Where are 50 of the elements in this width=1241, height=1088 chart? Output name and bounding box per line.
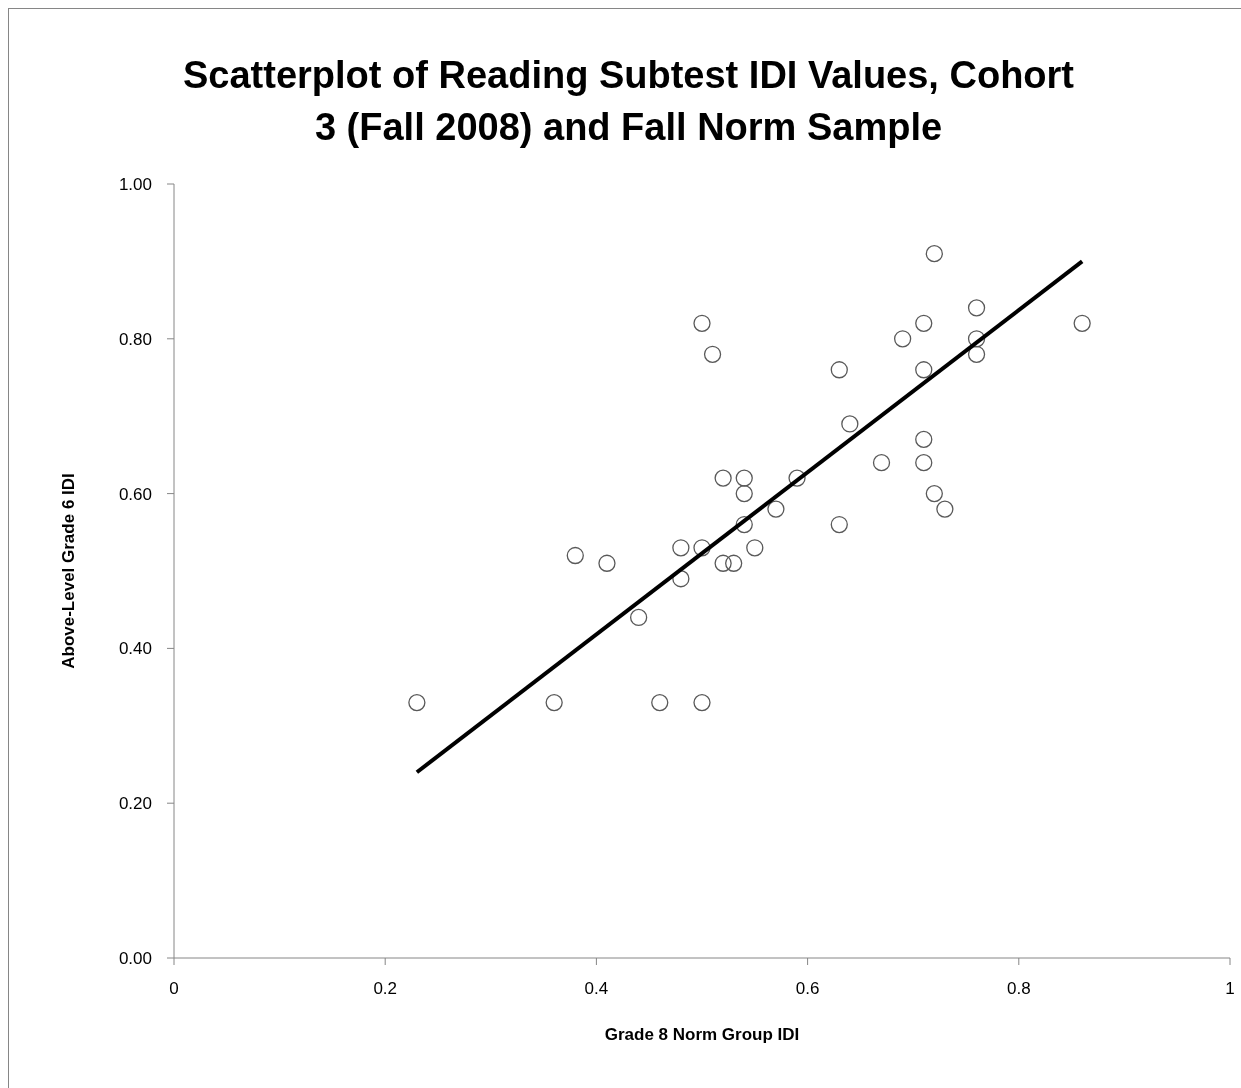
point [714,469,732,487]
point [735,469,753,487]
point [703,345,722,363]
point [915,430,933,449]
y-tick-label: 0.20 [118,794,152,814]
point [651,693,669,712]
point [925,245,943,263]
x-axis-title: Grade 8 Norm Group IDI [604,1025,800,1044]
point [693,693,711,712]
x-tick-label: 0.6 [795,979,820,998]
x-tick-label: 0.4 [584,979,609,998]
y-tick-label: 1.00 [118,174,152,194]
point [735,515,753,534]
point [936,500,954,518]
y-tick-label: 0.00 [118,948,152,968]
x-tick-label: 1 [1225,979,1235,998]
point [672,539,690,557]
point [788,469,806,487]
y-tick-label: 0.80 [118,329,152,349]
point [915,314,933,332]
y-tick-label: 0.40 [118,639,152,659]
point [915,361,933,379]
x-tick-label: 0.2 [373,979,398,998]
x-tick-label: 0 [169,979,179,998]
point [767,500,785,518]
point [841,415,859,433]
y-axis-title: Above-Level Grade 6 IDI [59,473,78,669]
y-tick-label: 0.60 [118,484,152,504]
chart-title: Scatterplot of Reading Subtest IDI Values, Cohort 3 (Fall 2008) and Fall Norm Sample [183,54,1075,148]
point [830,515,848,534]
point [408,693,426,712]
point [693,314,711,332]
point [915,453,933,472]
point [566,546,584,565]
point [629,608,648,627]
point [872,453,891,472]
point [830,361,848,379]
point [714,554,732,572]
point [735,484,753,503]
point [967,345,986,363]
point [967,299,986,317]
point [925,484,943,503]
point [1073,314,1091,332]
point [746,539,764,557]
x-tick-label: 0.8 [1006,979,1031,998]
point [967,330,986,348]
point [598,554,616,572]
point [725,554,743,572]
point [893,330,912,348]
point [545,693,563,712]
